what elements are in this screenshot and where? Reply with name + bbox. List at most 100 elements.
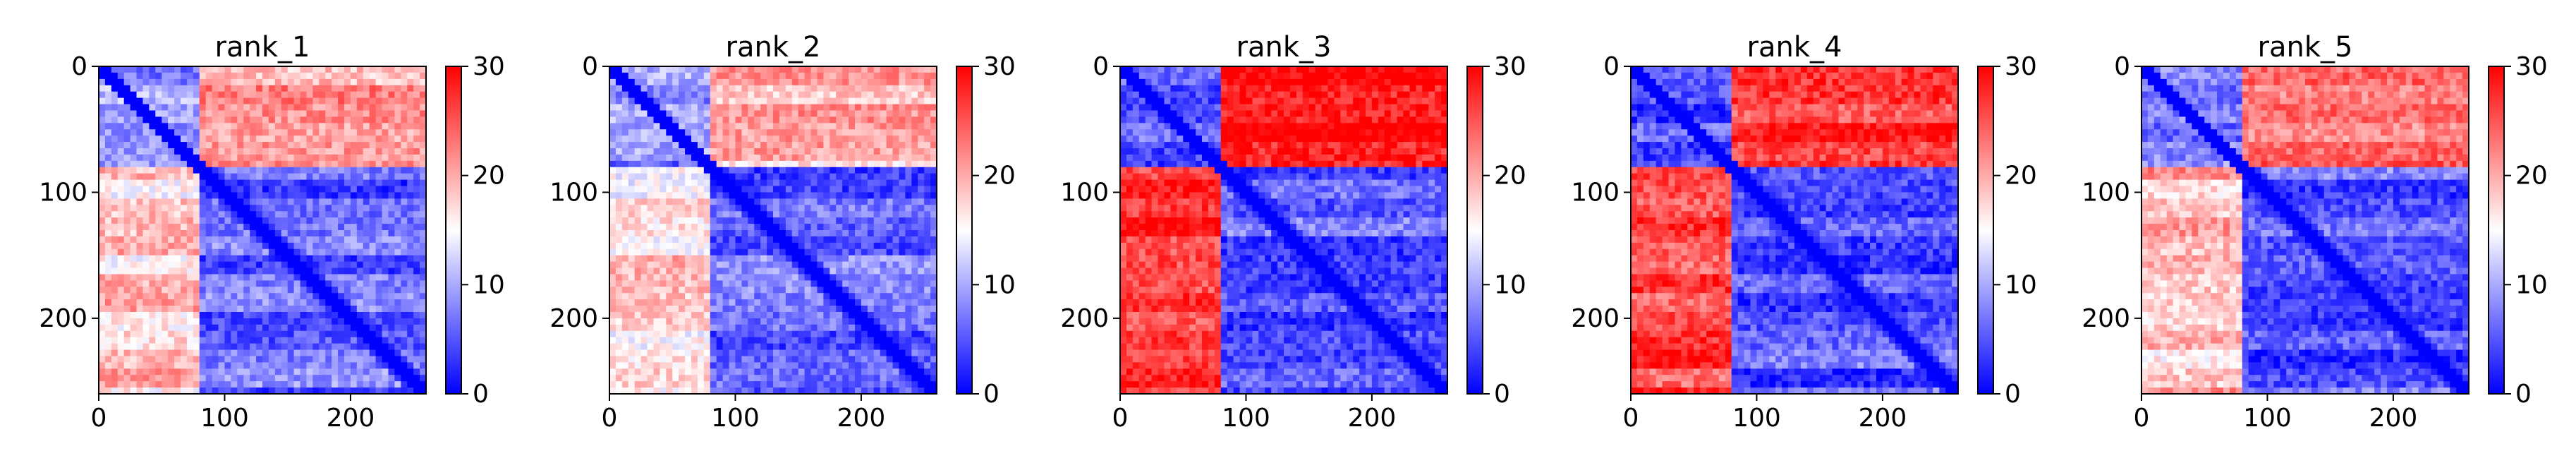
- heatmap-cell: [760, 192, 767, 199]
- heatmap-cell: [810, 287, 818, 294]
- heatmap-cell: [905, 186, 912, 193]
- heatmap-cell: [647, 330, 655, 338]
- heatmap-cell: [375, 330, 383, 338]
- heatmap-cell: [237, 349, 244, 357]
- heatmap-cell: [930, 330, 937, 338]
- heatmap-cell: [703, 198, 711, 205]
- heatmap-cell: [174, 104, 181, 112]
- heatmap-cell: [741, 142, 748, 149]
- heatmap-cell: [388, 356, 395, 363]
- heatmap-cell: [735, 224, 742, 231]
- heatmap-cell: [287, 274, 295, 281]
- heatmap-cell: [332, 78, 339, 86]
- heatmap-cell: [344, 167, 351, 174]
- heatmap-cell: [136, 324, 144, 332]
- heatmap-cell: [256, 72, 263, 80]
- heatmap-cell: [250, 236, 257, 243]
- heatmap-cell: [99, 230, 106, 237]
- heatmap-cell: [918, 104, 925, 112]
- heatmap-cell: [293, 381, 301, 388]
- heatmap-cell: [199, 142, 207, 149]
- heatmap-cell: [666, 280, 673, 287]
- heatmap-cell: [162, 312, 169, 319]
- heatmap-cell: [710, 293, 717, 300]
- heatmap-cell: [628, 306, 636, 313]
- heatmap-cell: [640, 123, 648, 130]
- heatmap-cell: [363, 230, 370, 237]
- heatmap-cell: [420, 91, 427, 99]
- heatmap-cell: [193, 154, 200, 162]
- heatmap-cell: [905, 242, 912, 250]
- heatmap-cell: [250, 280, 257, 287]
- heatmap-cell: [256, 287, 263, 294]
- heatmap-cell: [268, 179, 276, 187]
- heatmap-cell: [703, 318, 711, 325]
- heatmap-cell: [779, 242, 786, 250]
- heatmap-cell: [918, 242, 925, 250]
- heatmap-cell: [162, 293, 169, 300]
- heatmap-cell: [356, 255, 364, 263]
- heatmap-cell: [634, 198, 642, 205]
- heatmap-cell: [716, 236, 724, 243]
- heatmap-cell: [382, 167, 389, 174]
- heatmap-cell: [256, 123, 263, 130]
- heatmap-cell: [873, 192, 881, 199]
- heatmap-cell: [231, 230, 238, 237]
- heatmap-cell: [722, 136, 730, 143]
- heatmap-cell: [716, 255, 724, 263]
- heatmap-cell: [212, 236, 219, 243]
- heatmap-cell: [319, 387, 326, 395]
- heatmap-cell: [218, 186, 226, 193]
- heatmap-cell: [162, 236, 169, 243]
- heatmap-cell: [350, 337, 358, 344]
- heatmap-cell: [647, 110, 655, 117]
- heatmap-cell: [306, 236, 313, 243]
- heatmap-cell: [791, 312, 799, 319]
- heatmap-cell: [880, 91, 887, 99]
- heatmap-cell: [256, 217, 263, 224]
- heatmap-cell: [836, 205, 843, 212]
- heatmap-cell: [312, 349, 320, 357]
- heatmap-cell: [710, 280, 717, 287]
- heatmap-cell: [691, 330, 698, 338]
- heatmap-cell: [142, 211, 150, 218]
- heatmap-cell: [338, 110, 345, 117]
- heatmap-cell: [104, 236, 112, 243]
- heatmap-cell: [880, 224, 887, 231]
- heatmap-cell: [181, 136, 188, 143]
- heatmap-cell: [300, 274, 308, 281]
- heatmap-cell: [886, 85, 894, 92]
- heatmap-cell: [867, 142, 875, 149]
- heatmap-cell: [867, 179, 875, 187]
- heatmap-cell: [212, 255, 219, 263]
- heatmap-cell: [697, 287, 705, 294]
- heatmap-cell: [344, 287, 351, 294]
- heatmap-cell: [817, 123, 824, 130]
- heatmap-cell: [640, 224, 648, 231]
- heatmap-cell: [886, 116, 894, 124]
- heatmap-cell: [918, 148, 925, 155]
- heatmap-cell: [243, 343, 250, 351]
- heatmap-cell: [804, 116, 812, 124]
- heatmap-cell: [388, 337, 395, 344]
- heatmap-cell: [142, 248, 150, 256]
- heatmap-cell: [155, 230, 162, 237]
- heatmap-cell: [798, 324, 806, 332]
- heatmap-cell: [615, 337, 623, 344]
- heatmap-cell: [104, 261, 112, 269]
- heatmap-cell: [193, 356, 200, 363]
- heatmap-cell: [306, 173, 313, 181]
- heatmap-cell: [660, 173, 667, 181]
- heatmap-cell: [117, 167, 125, 174]
- heatmap-cell: [338, 287, 345, 294]
- heatmap-cell: [162, 267, 169, 275]
- heatmap-cell: [710, 330, 717, 338]
- heatmap-cell: [420, 205, 427, 212]
- heatmap-cell: [691, 91, 698, 99]
- heatmap-cell: [162, 179, 169, 187]
- heatmap-cell: [729, 224, 736, 231]
- heatmap-cell: [830, 192, 837, 199]
- heatmap-cell: [155, 261, 162, 269]
- heatmap-cell: [117, 110, 125, 117]
- heatmap-cell: [810, 211, 818, 218]
